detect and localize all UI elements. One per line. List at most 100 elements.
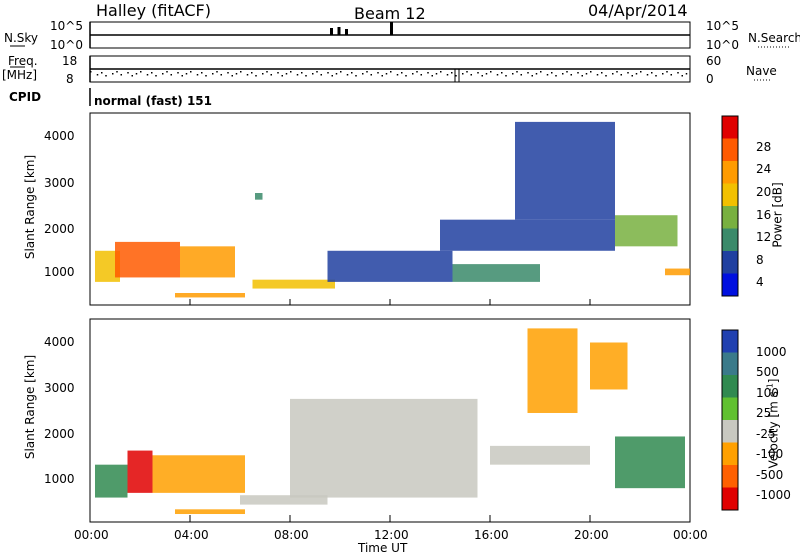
nave-point bbox=[670, 74, 672, 76]
nave-point bbox=[555, 75, 557, 77]
velocity-colorbar-seg bbox=[722, 375, 738, 398]
nave-point bbox=[635, 73, 638, 75]
nave-point bbox=[612, 73, 614, 75]
nave-tick-top: 60 bbox=[706, 54, 722, 68]
velocity-colorbar bbox=[721, 329, 739, 511]
nave-point bbox=[562, 73, 564, 75]
power-region bbox=[327, 250, 453, 282]
nave-point bbox=[481, 75, 483, 77]
power-cb-8: 8 bbox=[756, 253, 764, 267]
nave-point bbox=[496, 74, 499, 76]
nave-point bbox=[290, 71, 292, 73]
vel-cb-500: 500 bbox=[756, 365, 779, 379]
nave-point bbox=[255, 75, 257, 77]
nave-point bbox=[462, 73, 464, 75]
nave-point bbox=[266, 71, 268, 73]
nave-point bbox=[205, 75, 207, 77]
nave-point bbox=[451, 72, 453, 74]
power-region bbox=[515, 121, 615, 220]
velocity-region bbox=[95, 464, 128, 498]
nave-point bbox=[162, 73, 164, 75]
vel-cb-m25: -25 bbox=[756, 427, 776, 441]
nave-point bbox=[685, 73, 688, 75]
velocity-region bbox=[527, 328, 578, 413]
nave-point bbox=[281, 75, 283, 77]
nave-point bbox=[412, 73, 414, 75]
nave-point bbox=[577, 72, 579, 74]
nave-point bbox=[140, 71, 142, 73]
xtick-0000: 00:00 bbox=[74, 528, 109, 542]
velocity-region bbox=[490, 445, 590, 465]
power-colorbar-seg bbox=[722, 273, 738, 296]
nave-point bbox=[151, 72, 153, 74]
nave-point bbox=[616, 71, 618, 73]
nave-point bbox=[166, 71, 168, 73]
nave-point bbox=[170, 74, 172, 76]
nave-point bbox=[585, 73, 588, 75]
nave-point bbox=[355, 75, 357, 77]
xtick-0800: 08:00 bbox=[274, 528, 309, 542]
velocity-colorbar-seg bbox=[722, 442, 738, 465]
nsky-spike bbox=[345, 29, 348, 35]
nave-point bbox=[155, 75, 157, 77]
cpid-value: normal (fast) 151 bbox=[94, 94, 212, 108]
nave-point bbox=[181, 75, 183, 77]
nave-point bbox=[531, 75, 533, 77]
velocity-region bbox=[175, 509, 245, 515]
nave-point bbox=[270, 74, 272, 76]
power-cb-4: 4 bbox=[756, 275, 764, 289]
nave-point bbox=[605, 75, 607, 77]
nave-point bbox=[535, 73, 538, 75]
cpid-label: CPID bbox=[9, 90, 42, 104]
nave-point bbox=[681, 75, 683, 77]
velocity-region bbox=[290, 398, 478, 498]
nave-point bbox=[316, 71, 318, 73]
power-region bbox=[115, 241, 180, 278]
nave-point bbox=[101, 72, 103, 74]
nave-point bbox=[501, 72, 503, 74]
nave-point bbox=[390, 71, 392, 73]
nave-point bbox=[446, 74, 449, 76]
nave-point bbox=[351, 72, 353, 74]
nave-point bbox=[135, 73, 138, 75]
power-region bbox=[665, 268, 690, 276]
velocity-ytick-4000: 4000 bbox=[44, 335, 75, 349]
nave-point bbox=[327, 72, 329, 74]
nave-point bbox=[435, 73, 438, 75]
nave-point bbox=[301, 72, 303, 74]
nave-point bbox=[601, 72, 603, 74]
nave-point bbox=[581, 75, 583, 77]
vel-cb-m100: -100 bbox=[756, 447, 784, 461]
nave-point bbox=[477, 72, 479, 74]
station-title: Halley (fitACF) bbox=[96, 1, 211, 20]
nave-point bbox=[296, 74, 299, 76]
velocity-region bbox=[240, 495, 328, 505]
nave-point bbox=[677, 72, 679, 74]
nave-point bbox=[305, 75, 307, 77]
power-ytick-2000: 2000 bbox=[44, 222, 75, 236]
power-region bbox=[615, 215, 678, 247]
nave-point bbox=[370, 74, 372, 76]
nave-point bbox=[512, 73, 514, 75]
nsky-spike bbox=[390, 22, 393, 35]
power-region bbox=[452, 264, 540, 282]
nave-point bbox=[120, 74, 122, 76]
freq-dip bbox=[454, 68, 460, 83]
power-colorbar-seg bbox=[722, 138, 738, 161]
sky-tick-bottom-left: 10^0 bbox=[50, 38, 83, 52]
date-title: 04/Apr/2014 bbox=[588, 1, 688, 20]
nave-point bbox=[540, 71, 542, 73]
vel-cb-m1000: -1000 bbox=[756, 488, 791, 502]
sky-tick-bottom-right: 10^0 bbox=[706, 38, 739, 52]
nave-point bbox=[662, 73, 664, 75]
nave-point bbox=[546, 74, 549, 76]
nave-point bbox=[520, 74, 522, 76]
power-cb-16: 16 bbox=[756, 208, 772, 222]
velocity-region bbox=[127, 450, 153, 493]
nsky-spike bbox=[330, 28, 333, 35]
nave-point bbox=[262, 73, 264, 75]
nave-tick-bottom: 0 bbox=[706, 72, 714, 86]
nave-point bbox=[385, 73, 388, 75]
nave-point bbox=[116, 71, 118, 73]
nave-point bbox=[655, 75, 657, 77]
